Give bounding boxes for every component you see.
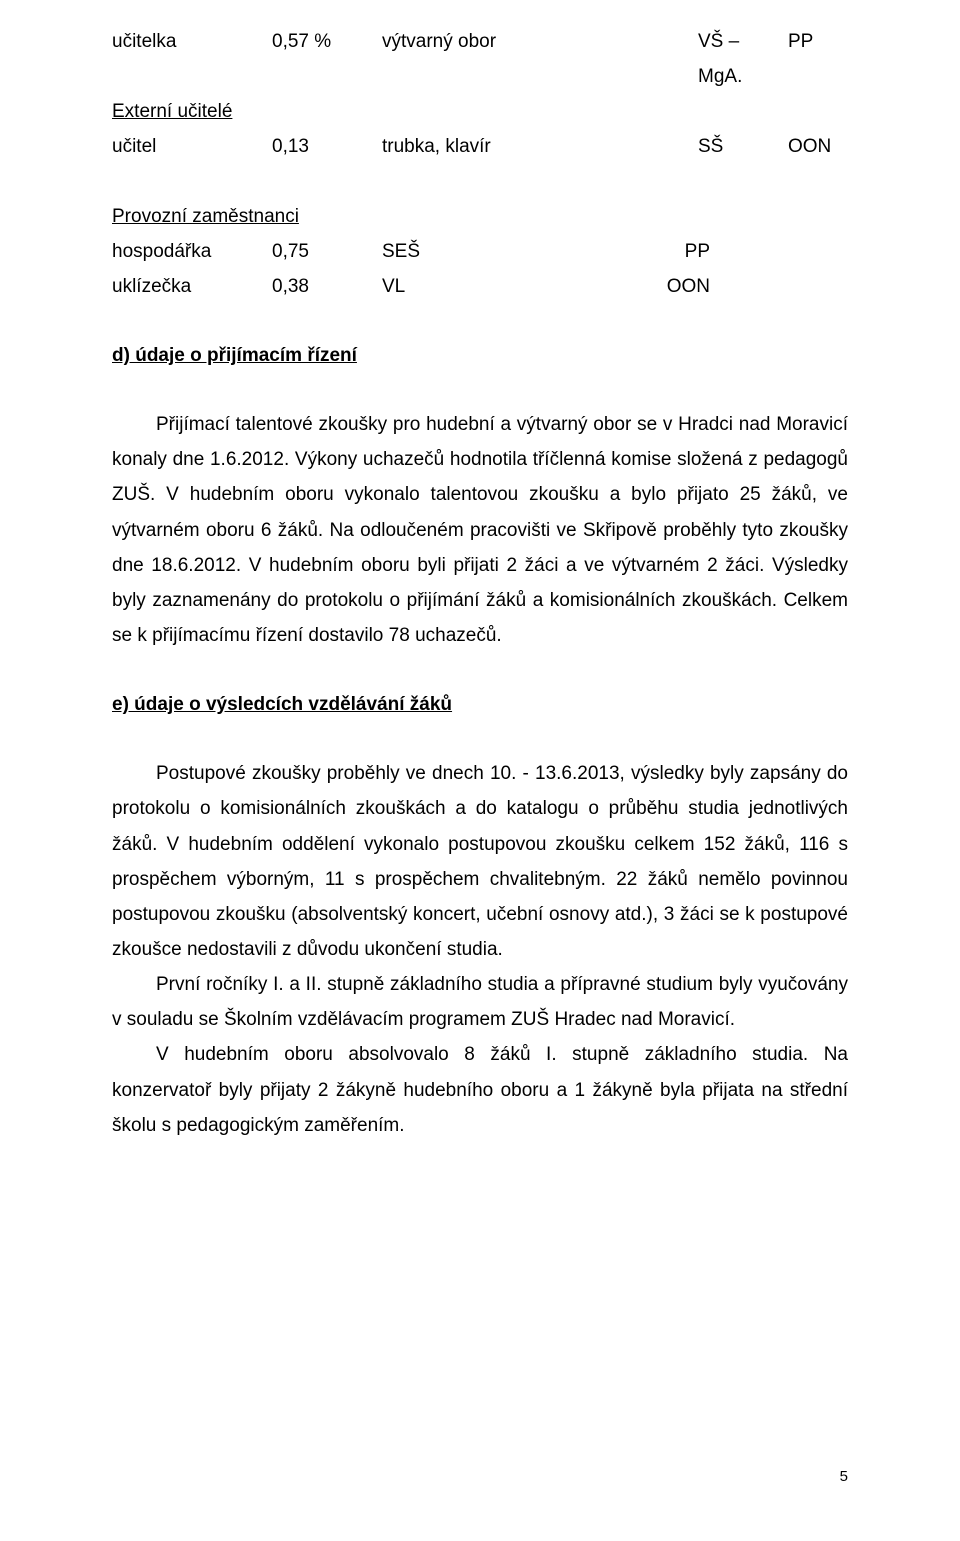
operational-employees-heading: Provozní zaměstnanci	[112, 199, 848, 234]
page-number: 5	[840, 1463, 848, 1491]
external-teachers-heading: Externí učitelé	[112, 94, 848, 129]
tag-cell: OON	[492, 269, 848, 304]
section-e-paragraph-3: V hudebním oboru absolvovalo 8 žáků I. s…	[112, 1037, 848, 1142]
section-e-paragraph-1: Postupové zkoušky proběhly ve dnech 10. …	[112, 756, 848, 967]
role-cell: hospodářka	[112, 234, 272, 269]
degree-cell: VŠ – MgA.	[698, 24, 788, 94]
pct-cell: 0,38	[272, 269, 382, 304]
section-d-heading: d) údaje o přijímacím řízení	[112, 338, 848, 373]
document-page: učitelka 0,57 % výtvarný obor VŠ – MgA. …	[0, 0, 960, 1541]
section-e-paragraph-2: První ročníky I. a II. stupně základního…	[112, 967, 848, 1037]
tag-cell: PP	[788, 24, 848, 94]
staff-row: uklízečka 0,38 VL OON	[112, 269, 848, 304]
degree-cell: SŠ	[698, 129, 788, 164]
role-cell: učitelka	[112, 24, 272, 94]
pct-cell: 0,75	[272, 234, 382, 269]
section-e-heading: e) údaje o výsledcích vzdělávání žáků	[112, 687, 848, 722]
tag-cell: PP	[492, 234, 848, 269]
staff-row: hospodářka 0,75 SEŠ PP	[112, 234, 848, 269]
pct-cell: 0,57 %	[272, 24, 382, 94]
tag-cell: OON	[788, 129, 848, 164]
staff-row: učitel 0,13 trubka, klavír SŠ OON	[112, 129, 848, 164]
subject-cell: trubka, klavír	[382, 129, 698, 164]
pct-cell: 0,13	[272, 129, 382, 164]
role-cell: uklízečka	[112, 269, 272, 304]
role-cell: učitel	[112, 129, 272, 164]
subject-cell: výtvarný obor	[382, 24, 698, 94]
degree-cell: VL	[382, 269, 492, 304]
section-d-paragraph: Přijímací talentové zkoušky pro hudební …	[112, 407, 848, 653]
staff-row: učitelka 0,57 % výtvarný obor VŠ – MgA. …	[112, 24, 848, 94]
degree-cell: SEŠ	[382, 234, 492, 269]
